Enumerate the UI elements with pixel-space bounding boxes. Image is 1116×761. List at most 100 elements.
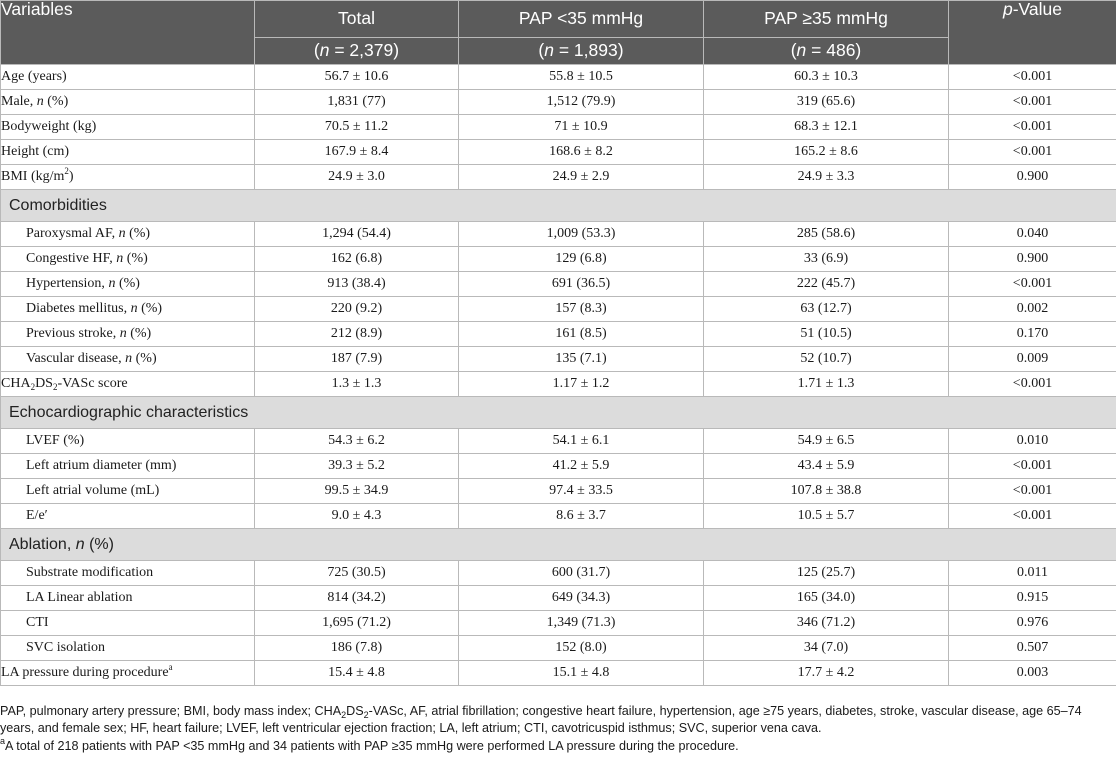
- cell-pap-low: 157 (8.3): [458, 296, 704, 322]
- cell-pvalue: <0.001: [948, 114, 1116, 140]
- cell-pap-high: 10.5 ± 5.7: [703, 503, 949, 529]
- cell-pap-high: 51 (10.5): [703, 321, 949, 347]
- row-label: LA Linear ablation: [0, 585, 255, 611]
- cell-total: 1,695 (71.2): [254, 610, 459, 636]
- cell-pap-high: 54.9 ± 6.5: [703, 428, 949, 454]
- cell-total: 39.3 ± 5.2: [254, 453, 459, 479]
- row-label: Diabetes mellitus, n (%): [0, 296, 255, 322]
- header-total: Total: [254, 0, 459, 38]
- cell-pap-high: 319 (65.6): [703, 89, 949, 115]
- header-pap-high: PAP ≥35 mmHg: [703, 0, 949, 38]
- section-row: Ablation, n (%): [0, 528, 1116, 561]
- cell-pap-low: 1.17 ± 1.2: [458, 371, 704, 397]
- footnote-abbreviations: PAP, pulmonary artery pressure; BMI, bod…: [0, 704, 1082, 735]
- row-label: Paroxysmal AF, n (%): [0, 221, 255, 247]
- table-row: Hypertension, n (%) 913 (38.4) 691 (36.5) 2…: [0, 271, 1116, 297]
- row-label: SVC isolation: [0, 635, 255, 661]
- cell-pvalue: <0.001: [948, 453, 1116, 479]
- cell-pap-low: 600 (31.7): [458, 560, 704, 586]
- cell-total: 725 (30.5): [254, 560, 459, 586]
- cell-total: 54.3 ± 6.2: [254, 428, 459, 454]
- header-variables: Variables: [0, 0, 255, 65]
- cell-pvalue: 0.976: [948, 610, 1116, 636]
- cell-pvalue: 0.002: [948, 296, 1116, 322]
- cell-total: 186 (7.8): [254, 635, 459, 661]
- cell-pvalue: 0.040: [948, 221, 1116, 247]
- cell-pvalue: 0.010: [948, 428, 1116, 454]
- cell-pap-low: 24.9 ± 2.9: [458, 164, 704, 190]
- cell-pap-low: 168.6 ± 8.2: [458, 139, 704, 165]
- cell-pap-low: 135 (7.1): [458, 346, 704, 372]
- row-label: BMI (kg/m2): [0, 164, 255, 190]
- cell-pap-high: 165.2 ± 8.6: [703, 139, 949, 165]
- row-label: Previous stroke, n (%): [0, 321, 255, 347]
- cell-pvalue: 0.009: [948, 346, 1116, 372]
- table-row: Substrate modification 725 (30.5) 600 (31.…: [0, 560, 1116, 586]
- row-label: Hypertension, n (%): [0, 271, 255, 297]
- cell-pap-low: 1,512 (79.9): [458, 89, 704, 115]
- cell-pvalue: 0.507: [948, 635, 1116, 661]
- cell-pvalue: 0.170: [948, 321, 1116, 347]
- table-row: LA Linear ablation 814 (34.2) 649 (34.3) 16…: [0, 585, 1116, 611]
- table-row: E/e′ 9.0 ± 4.3 8.6 ± 3.7 10.5 ± 5.7 <0.001: [0, 503, 1116, 529]
- row-label: Left atrial volume (mL): [0, 478, 255, 504]
- row-label: LVEF (%): [0, 428, 255, 454]
- cell-pap-low: 649 (34.3): [458, 585, 704, 611]
- cell-pap-high: 68.3 ± 12.1: [703, 114, 949, 140]
- table-row: Left atrium diameter (mm) 39.3 ± 5.2 41.2 …: [0, 453, 1116, 479]
- cell-pap-low: 97.4 ± 33.5: [458, 478, 704, 504]
- table-row: LVEF (%) 54.3 ± 6.2 54.1 ± 6.1 54.9 ± 6.5 0.…: [0, 428, 1116, 454]
- cell-pap-low: 55.8 ± 10.5: [458, 64, 704, 90]
- cell-total: 167.9 ± 8.4: [254, 139, 459, 165]
- cell-pap-high: 63 (12.7): [703, 296, 949, 322]
- section-title: Echocardiographic characteristics: [0, 396, 1116, 429]
- cell-total: 220 (9.2): [254, 296, 459, 322]
- table-row: CTI 1,695 (71.2) 1,349 (71.3) 346 (71.2) 0.9…: [0, 610, 1116, 636]
- cell-total: 1.3 ± 1.3: [254, 371, 459, 397]
- cell-pap-low: 8.6 ± 3.7: [458, 503, 704, 529]
- cell-total: 187 (7.9): [254, 346, 459, 372]
- cell-pap-high: 34 (7.0): [703, 635, 949, 661]
- section-title: Comorbidities: [0, 189, 1116, 222]
- cell-total: 9.0 ± 4.3: [254, 503, 459, 529]
- cell-pap-low: 129 (6.8): [458, 246, 704, 272]
- row-label: E/e′: [0, 503, 255, 529]
- cell-total: 913 (38.4): [254, 271, 459, 297]
- cell-pvalue: <0.001: [948, 64, 1116, 90]
- baseline-characteristics-table: Variables Total PAP <35 mmHg PAP ≥35 mmH…: [0, 0, 1116, 686]
- row-label: Left atrium diameter (mm): [0, 453, 255, 479]
- row-label: Substrate modification: [0, 560, 255, 586]
- table-row: Height (cm) 167.9 ± 8.4 168.6 ± 8.2 165.2 ±…: [0, 139, 1116, 165]
- footnote-a: aA total of 218 patients with PAP <35 mm…: [0, 736, 739, 754]
- cell-pap-high: 33 (6.9): [703, 246, 949, 272]
- section-row: Echocardiographic characteristics: [0, 396, 1116, 429]
- cell-pap-high: 165 (34.0): [703, 585, 949, 611]
- header-pap-low-n: (n = 1,893): [458, 37, 704, 65]
- cell-pap-high: 43.4 ± 5.9: [703, 453, 949, 479]
- cell-pap-high: 24.9 ± 3.3: [703, 164, 949, 190]
- cell-pap-high: 285 (58.6): [703, 221, 949, 247]
- row-label: Male, n (%): [0, 89, 255, 115]
- table-row: LA pressure during procedurea 15.4 ± 4.8 1…: [0, 660, 1116, 686]
- cell-pap-high: 17.7 ± 4.2: [703, 660, 949, 686]
- cell-pvalue: <0.001: [948, 371, 1116, 397]
- cell-total: 814 (34.2): [254, 585, 459, 611]
- cell-pvalue: <0.001: [948, 478, 1116, 504]
- table-row: Diabetes mellitus, n (%) 220 (9.2) 157 (8.…: [0, 296, 1116, 322]
- table-row: Vascular disease, n (%) 187 (7.9) 135 (7.1…: [0, 346, 1116, 372]
- table-row: Congestive HF, n (%) 162 (6.8) 129 (6.8) 33…: [0, 246, 1116, 272]
- table-row: Male, n (%) 1,831 (77) 1,512 (79.9) 319 (65…: [0, 89, 1116, 115]
- cell-pap-high: 1.71 ± 1.3: [703, 371, 949, 397]
- cell-pap-low: 15.1 ± 4.8: [458, 660, 704, 686]
- table-row: SVC isolation 186 (7.8) 152 (8.0) 34 (7.0) 0…: [0, 635, 1116, 661]
- cell-pap-low: 152 (8.0): [458, 635, 704, 661]
- cell-total: 15.4 ± 4.8: [254, 660, 459, 686]
- section-row: Comorbidities: [0, 189, 1116, 222]
- cell-pap-high: 60.3 ± 10.3: [703, 64, 949, 90]
- cell-pvalue: 0.915: [948, 585, 1116, 611]
- row-label: Vascular disease, n (%): [0, 346, 255, 372]
- cell-pvalue: 0.011: [948, 560, 1116, 586]
- row-label: LA pressure during procedurea: [0, 660, 255, 686]
- table-row: Previous stroke, n (%) 212 (8.9) 161 (8.5)…: [0, 321, 1116, 347]
- header-total-n: (n = 2,379): [254, 37, 459, 65]
